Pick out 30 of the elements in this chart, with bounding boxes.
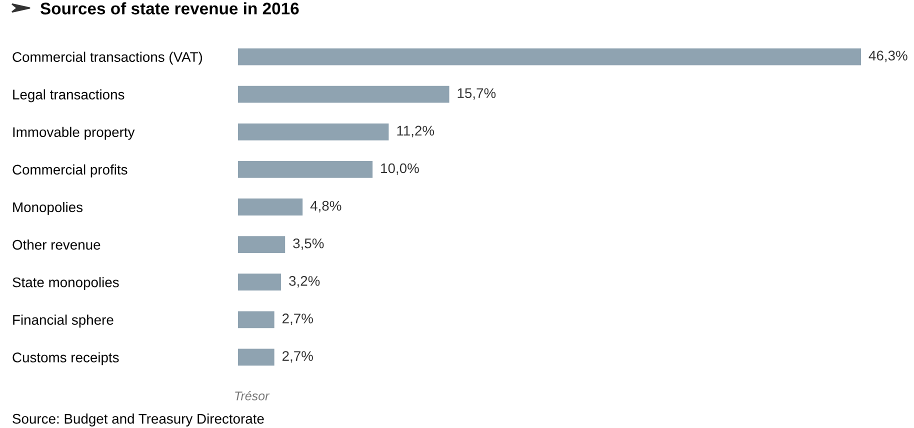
bar [238, 274, 282, 291]
y-tick-label: State monopolies [12, 277, 119, 290]
chart-title: Sources of state revenue in 2016 [40, 2, 299, 14]
y-tick-label: Other revenue [12, 240, 100, 250]
data-label: 2,7% [282, 351, 313, 363]
data-label: 3,2% [289, 276, 320, 288]
source-note: Source: Budget and Treasury Directorate [12, 414, 264, 426]
y-tick-label: Commercial transactions (VAT) [12, 52, 202, 65]
data-label: 3,5% [293, 238, 324, 250]
bar [238, 123, 389, 140]
y-tick-label: Monopolies [13, 202, 83, 215]
bar [238, 86, 450, 103]
y-tick-label: Legal transactions [13, 89, 124, 102]
bar [238, 348, 274, 366]
data-label: 11,2% [397, 126, 434, 138]
text: Trésor [235, 391, 270, 400]
bar [238, 48, 861, 66]
data-label: 10,0% [381, 163, 419, 175]
y-tick-label: Financial sphere [13, 314, 114, 328]
data-label: 46,3% [868, 50, 908, 62]
y-tick-label: Customs receipts [12, 352, 119, 366]
y-tick-label: Commercial profits [12, 164, 128, 178]
bar [238, 160, 373, 178]
data-label: 15,7% [458, 88, 496, 100]
y-tick-label: Immovable property [13, 126, 135, 140]
bar [238, 311, 274, 328]
data-label: 4,8% [310, 200, 342, 212]
bar [238, 198, 303, 216]
bar [238, 236, 286, 254]
data-label: 2,7% [282, 314, 313, 326]
